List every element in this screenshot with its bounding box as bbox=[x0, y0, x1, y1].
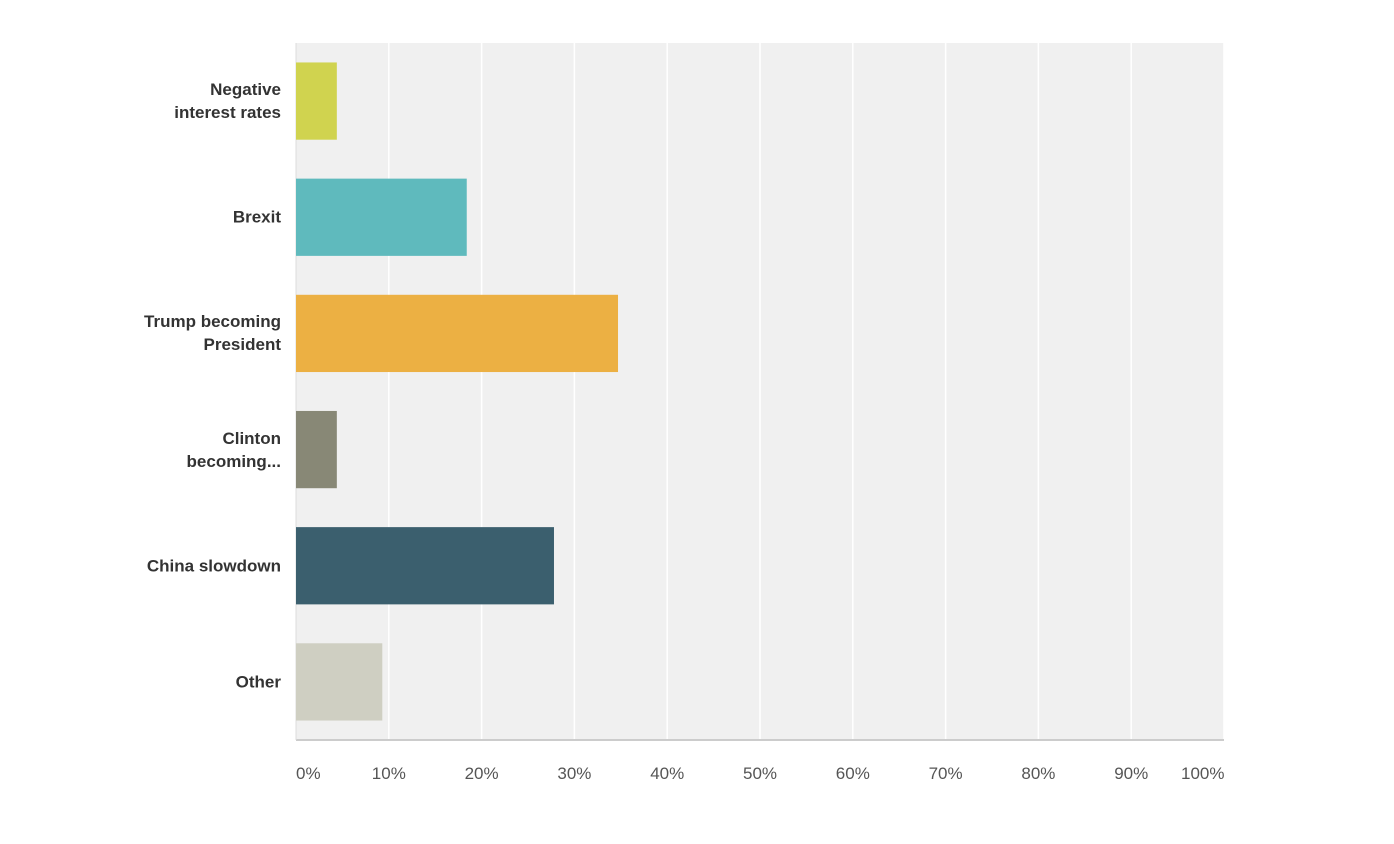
x-tick-label: 40% bbox=[650, 764, 685, 783]
y-tick-label: Clinton becoming... bbox=[186, 428, 281, 471]
x-tick-label: 10% bbox=[371, 764, 406, 783]
x-tick-label: 60% bbox=[835, 764, 870, 783]
x-tick-label: 30% bbox=[557, 764, 592, 783]
x-tick-label: 80% bbox=[1021, 764, 1056, 783]
x-tick-label: 90% bbox=[1114, 764, 1149, 783]
bar bbox=[296, 410, 337, 489]
y-tick-label: Trump becoming President bbox=[144, 312, 281, 355]
x-tick-label: 50% bbox=[743, 764, 778, 783]
bar bbox=[296, 294, 619, 373]
y-tick-label: Other bbox=[235, 672, 281, 692]
bar bbox=[296, 643, 383, 721]
x-tick-label: 0% bbox=[296, 764, 321, 783]
y-tick-label: Brexit bbox=[232, 207, 281, 227]
y-tick-label: Negative interest rates bbox=[174, 80, 281, 123]
x-tick-label: 100% bbox=[1181, 764, 1225, 783]
bar bbox=[296, 62, 337, 140]
x-tick-label: 70% bbox=[928, 764, 963, 783]
bar bbox=[296, 527, 554, 605]
y-tick-label: China slowdown bbox=[146, 556, 281, 576]
x-tick-label: 20% bbox=[464, 764, 499, 783]
bar bbox=[296, 178, 467, 256]
